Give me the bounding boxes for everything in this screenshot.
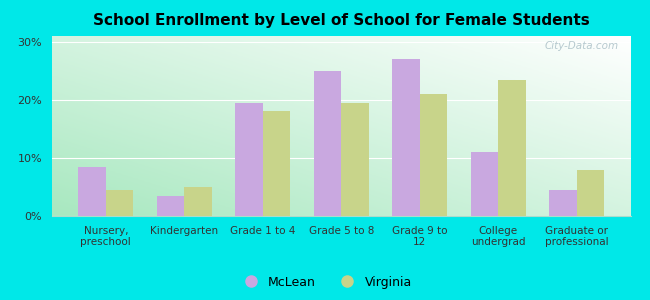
Bar bbox=[78, 167, 106, 216]
Bar bbox=[549, 190, 577, 216]
Bar bbox=[106, 190, 133, 216]
Title: School Enrollment by Level of School for Female Students: School Enrollment by Level of School for… bbox=[93, 13, 590, 28]
Bar bbox=[157, 196, 184, 216]
Bar bbox=[184, 187, 212, 216]
Bar bbox=[235, 103, 263, 216]
Legend: McLean, Virginia: McLean, Virginia bbox=[233, 271, 417, 294]
Bar bbox=[341, 103, 369, 216]
Bar bbox=[263, 112, 291, 216]
Text: City-Data.com: City-Data.com bbox=[545, 41, 619, 51]
Bar bbox=[499, 80, 526, 216]
Bar bbox=[392, 59, 420, 216]
Bar bbox=[577, 169, 604, 216]
Bar bbox=[471, 152, 499, 216]
Bar bbox=[420, 94, 447, 216]
Bar bbox=[314, 71, 341, 216]
